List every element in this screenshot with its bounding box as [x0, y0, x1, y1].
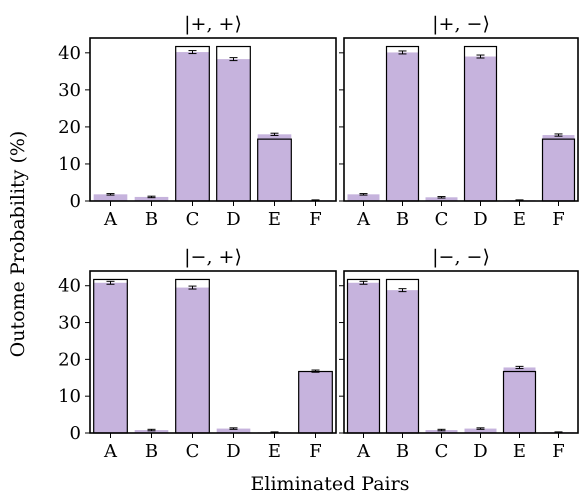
bar — [425, 430, 458, 433]
x-tick-label: B — [396, 209, 409, 230]
y-tick-label: 10 — [58, 154, 81, 175]
panels: |+, +⟩ A B C D E F 0 10 20 30 40 |+, −⟩ A B C D E F |−, +⟩ A… — [58, 13, 579, 462]
bar — [134, 196, 169, 201]
x-axis-label: Eliminated Pairs — [251, 473, 410, 495]
x-tick-label: E — [513, 209, 526, 230]
y-tick-label: 20 — [58, 117, 81, 138]
y-tick-label: 20 — [58, 349, 81, 370]
bar — [175, 52, 210, 202]
bar — [386, 52, 419, 202]
bar — [134, 430, 169, 433]
panel-title: |+, −⟩ — [432, 13, 490, 35]
y-tick-label: 0 — [70, 423, 81, 444]
axes-frame — [343, 270, 579, 434]
y-tick-label: 40 — [58, 276, 81, 297]
y-tick-label: 30 — [58, 313, 81, 334]
bar — [464, 428, 497, 433]
axes-frame — [343, 37, 579, 202]
x-tick-label: A — [356, 441, 371, 462]
x-tick-label: B — [396, 441, 409, 462]
x-tick-label: C — [186, 209, 200, 230]
x-tick-label: A — [103, 209, 118, 230]
x-tick-label: D — [226, 441, 240, 462]
panel-4: |−, −⟩ A B C D E F — [339, 246, 579, 462]
bar — [464, 56, 497, 201]
bar — [298, 371, 333, 433]
bar — [216, 428, 251, 433]
x-tick-label: E — [513, 441, 526, 462]
bar — [257, 134, 292, 201]
x-tick-label: D — [226, 209, 240, 230]
x-tick-label: F — [309, 209, 322, 230]
bar — [93, 194, 128, 201]
x-tick-label: F — [552, 209, 565, 230]
x-tick-label: F — [309, 441, 322, 462]
panel-3: |−, +⟩ A B C D E F 0 10 20 30 40 — [58, 246, 337, 462]
x-tick-label: D — [473, 209, 487, 230]
x-tick-label: A — [103, 441, 118, 462]
bar — [386, 290, 419, 433]
x-tick-label: D — [473, 441, 487, 462]
panel-1: |+, +⟩ A B C D E F 0 10 20 30 40 — [58, 13, 337, 230]
x-tick-label: C — [186, 441, 200, 462]
x-tick-label: F — [552, 441, 565, 462]
bar — [347, 194, 380, 201]
y-axis-label: Outome Probability (%) — [7, 131, 29, 358]
bar — [175, 287, 210, 433]
x-tick-label: E — [268, 441, 281, 462]
panel-title: |−, +⟩ — [184, 246, 242, 268]
x-tick-label: C — [435, 209, 449, 230]
panel-2: |+, −⟩ A B C D E F — [339, 13, 579, 230]
bar — [503, 367, 536, 433]
panel-title: |−, −⟩ — [432, 246, 490, 268]
x-tick-label: B — [145, 441, 158, 462]
axes-frame — [89, 37, 337, 202]
y-tick-label: 0 — [70, 191, 81, 212]
x-tick-label: B — [145, 209, 158, 230]
axes-frame — [89, 270, 337, 434]
panel-title: |+, +⟩ — [184, 13, 242, 35]
bar — [542, 135, 575, 201]
bar — [425, 197, 458, 201]
y-tick-label: 40 — [58, 43, 81, 64]
y-tick-label: 10 — [58, 386, 81, 407]
bar — [93, 282, 128, 433]
bar — [347, 282, 380, 433]
x-tick-label: A — [356, 209, 371, 230]
bar — [216, 59, 251, 202]
x-tick-label: E — [268, 209, 281, 230]
y-tick-label: 30 — [58, 80, 81, 101]
x-tick-label: C — [435, 441, 449, 462]
